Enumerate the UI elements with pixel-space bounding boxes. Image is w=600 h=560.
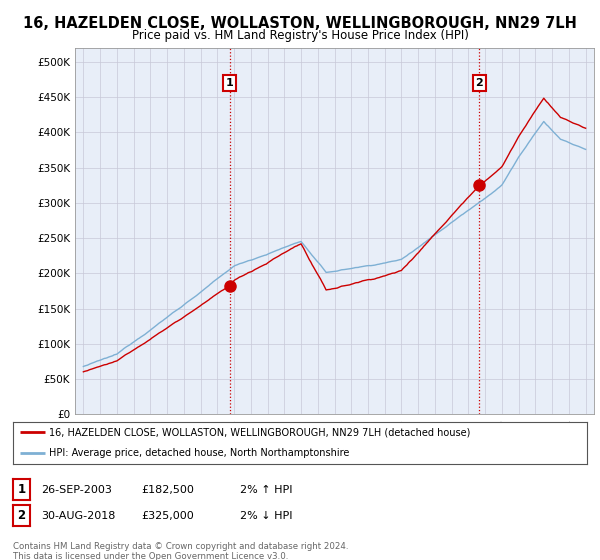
- Text: HPI: Average price, detached house, North Northamptonshire: HPI: Average price, detached house, Nort…: [49, 448, 349, 458]
- Text: 16, HAZELDEN CLOSE, WOLLASTON, WELLINGBOROUGH, NN29 7LH: 16, HAZELDEN CLOSE, WOLLASTON, WELLINGBO…: [23, 16, 577, 31]
- Text: Contains HM Land Registry data © Crown copyright and database right 2024.
This d: Contains HM Land Registry data © Crown c…: [13, 542, 349, 560]
- Text: 2: 2: [476, 78, 484, 88]
- Text: 2: 2: [17, 509, 26, 522]
- Text: 2% ↑ HPI: 2% ↑ HPI: [240, 485, 293, 495]
- Text: 1: 1: [226, 78, 233, 88]
- Text: 30-AUG-2018: 30-AUG-2018: [41, 511, 115, 521]
- Text: £325,000: £325,000: [141, 511, 194, 521]
- Text: 16, HAZELDEN CLOSE, WOLLASTON, WELLINGBOROUGH, NN29 7LH (detached house): 16, HAZELDEN CLOSE, WOLLASTON, WELLINGBO…: [49, 427, 470, 437]
- Text: 26-SEP-2003: 26-SEP-2003: [41, 485, 112, 495]
- Text: 2% ↓ HPI: 2% ↓ HPI: [240, 511, 293, 521]
- Text: 1: 1: [17, 483, 26, 496]
- Text: £182,500: £182,500: [141, 485, 194, 495]
- Text: Price paid vs. HM Land Registry's House Price Index (HPI): Price paid vs. HM Land Registry's House …: [131, 29, 469, 42]
